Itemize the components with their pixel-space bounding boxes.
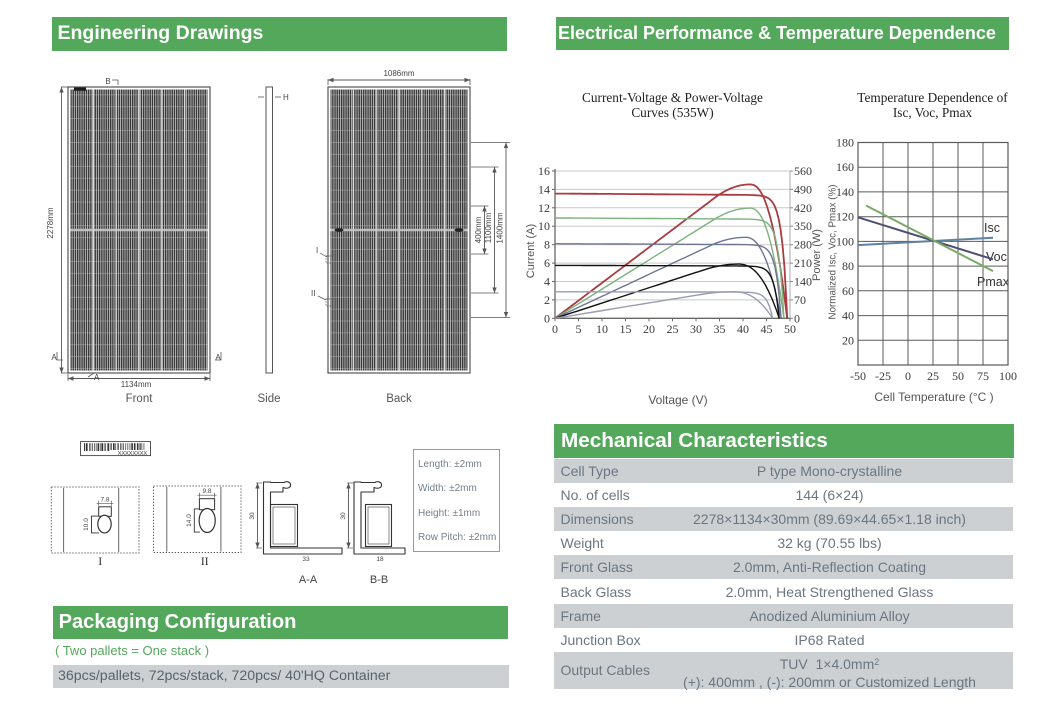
svg-text:9.8: 9.8 — [202, 488, 211, 495]
svg-text:14.0: 14.0 — [186, 514, 193, 527]
svg-text:10.0: 10.0 — [83, 518, 90, 531]
svg-text:Front: Front — [126, 393, 154, 405]
svg-text:30: 30 — [249, 512, 256, 520]
svg-text:70: 70 — [794, 293, 806, 307]
svg-text:50: 50 — [784, 322, 796, 336]
svg-text:350: 350 — [794, 219, 812, 233]
svg-text:20: 20 — [643, 322, 655, 336]
svg-text:40: 40 — [842, 309, 854, 323]
svg-text:15: 15 — [620, 322, 632, 336]
svg-text:210: 210 — [794, 256, 812, 270]
svg-text:18: 18 — [376, 556, 384, 563]
svg-text:10: 10 — [538, 219, 550, 233]
svg-text:0: 0 — [544, 311, 550, 325]
svg-text:60: 60 — [842, 284, 854, 298]
svg-text:7.8: 7.8 — [100, 496, 109, 503]
svg-text:1100mm: 1100mm — [484, 212, 493, 243]
svg-text:160: 160 — [836, 160, 854, 174]
svg-text:490: 490 — [794, 182, 812, 196]
svg-text:0: 0 — [552, 322, 558, 336]
svg-text:120: 120 — [836, 210, 854, 224]
svg-text:-25: -25 — [875, 369, 891, 383]
svg-text:XXXXXXXX: XXXXXXXX — [118, 451, 148, 457]
svg-text:A: A — [215, 353, 221, 362]
svg-text:1086mm: 1086mm — [383, 69, 414, 78]
svg-text:Back: Back — [386, 393, 412, 405]
svg-text:20: 20 — [842, 333, 854, 347]
svg-text:12: 12 — [538, 201, 550, 215]
svg-text:2278mm: 2278mm — [46, 207, 55, 238]
svg-text:-50: -50 — [850, 369, 866, 383]
svg-text:0: 0 — [905, 369, 911, 383]
svg-text:33: 33 — [302, 556, 310, 563]
svg-text:16: 16 — [538, 164, 550, 178]
svg-text:400mm: 400mm — [474, 216, 483, 243]
svg-text:140: 140 — [836, 185, 854, 199]
svg-text:25: 25 — [927, 369, 939, 383]
svg-text:80: 80 — [842, 259, 854, 273]
svg-text:100: 100 — [999, 369, 1017, 383]
svg-text:30: 30 — [690, 322, 702, 336]
svg-text:1134mm: 1134mm — [121, 380, 152, 389]
svg-text:A-A: A-A — [299, 574, 318, 586]
svg-text:10: 10 — [596, 322, 608, 336]
svg-text:14: 14 — [538, 182, 550, 196]
svg-text:II: II — [201, 554, 209, 568]
svg-text:420: 420 — [794, 201, 812, 215]
svg-text:75: 75 — [977, 369, 989, 383]
svg-text:50: 50 — [952, 369, 964, 383]
svg-text:560: 560 — [794, 164, 812, 178]
svg-text:H: H — [283, 93, 289, 102]
svg-text:A: A — [94, 373, 100, 382]
svg-text:I: I — [98, 554, 102, 568]
svg-text:45: 45 — [761, 322, 773, 336]
svg-text:I: I — [316, 246, 318, 255]
svg-text:A: A — [51, 353, 57, 362]
svg-text:B: B — [105, 77, 110, 86]
svg-text:B-B: B-B — [370, 574, 388, 586]
svg-text:25: 25 — [667, 322, 679, 336]
svg-text:II: II — [311, 289, 315, 298]
svg-text:4: 4 — [544, 275, 550, 289]
svg-text:180: 180 — [836, 136, 854, 150]
svg-text:Side: Side — [257, 393, 280, 405]
svg-text:280: 280 — [794, 238, 812, 252]
svg-text:30: 30 — [340, 512, 347, 520]
svg-text:2: 2 — [544, 293, 550, 307]
svg-text:5: 5 — [576, 322, 582, 336]
svg-text:8: 8 — [544, 238, 550, 252]
svg-text:35: 35 — [714, 322, 726, 336]
svg-text:6: 6 — [544, 256, 550, 270]
svg-text:100: 100 — [836, 234, 854, 248]
svg-text:40: 40 — [737, 322, 749, 336]
svg-text:140: 140 — [794, 275, 812, 289]
svg-text:0: 0 — [794, 311, 800, 325]
svg-text:1400mm: 1400mm — [496, 212, 505, 243]
